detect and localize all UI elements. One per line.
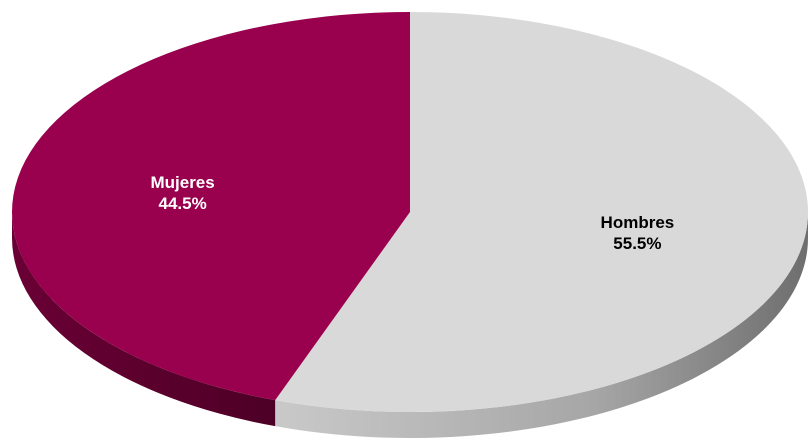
pie-slice-hombres: [275, 12, 808, 412]
slice-value-mujeres: 44.5%: [158, 194, 206, 213]
pie-labels: Hombres 55.5% Mujeres 44.5%: [150, 173, 674, 253]
slice-label-hombres: Hombres: [601, 213, 675, 232]
pie-side-mujeres: [12, 212, 276, 427]
pie-slice-mujeres: [12, 12, 410, 401]
pie-tops: [12, 12, 808, 412]
pie-side-hombres: [275, 212, 808, 438]
pie-sides: [12, 212, 808, 438]
slice-label-mujeres: Mujeres: [150, 173, 214, 192]
slice-value-hombres: 55.5%: [613, 234, 661, 253]
